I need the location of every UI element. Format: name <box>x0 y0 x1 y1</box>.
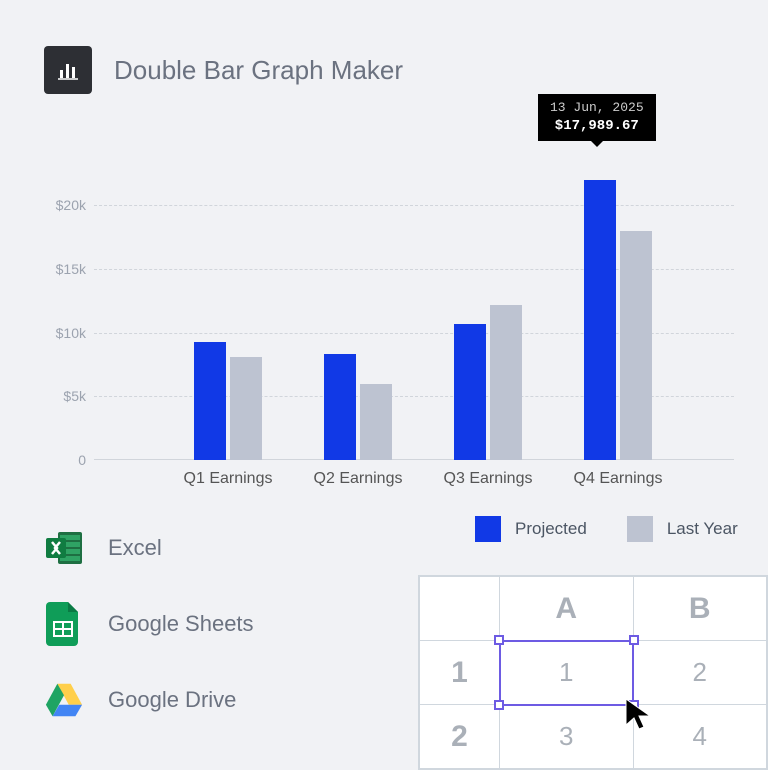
integrations-list: Excel Google Sheets Google Drive <box>44 528 254 720</box>
cell-b1[interactable]: 2 <box>633 641 767 705</box>
plot-area: 0$5k$10k$15k$20k Q1 EarningsQ2 EarningsQ… <box>94 180 734 460</box>
gsheets-icon <box>44 604 84 644</box>
integration-label: Google Sheets <box>108 611 254 637</box>
page-title: Double Bar Graph Maker <box>114 55 403 86</box>
legend-item-lastyear: Last Year <box>627 516 738 542</box>
legend-label: Last Year <box>667 519 738 539</box>
bar-lastyear[interactable] <box>620 231 652 460</box>
bar-lastyear[interactable] <box>360 384 392 460</box>
x-axis-label: Q4 Earnings <box>574 470 663 488</box>
legend-swatch <box>475 516 501 542</box>
bar-projected[interactable] <box>194 342 226 460</box>
bar-projected[interactable] <box>454 324 486 460</box>
legend-swatch <box>627 516 653 542</box>
bar-chart: 13 Jun, 2025 $17,989.67 0$5k$10k$15k$20k… <box>44 140 744 500</box>
chart-tooltip: 13 Jun, 2025 $17,989.67 <box>538 94 656 141</box>
integration-label: Excel <box>108 535 162 561</box>
y-axis-label: $15k <box>56 261 86 277</box>
bar-lastyear[interactable] <box>490 305 522 460</box>
app-logo-icon <box>44 46 92 94</box>
excel-icon <box>44 528 84 568</box>
chart-legend: Projected Last Year <box>475 516 738 542</box>
x-axis-label: Q3 Earnings <box>444 470 533 488</box>
tooltip-value: $17,989.67 <box>550 117 644 135</box>
tooltip-date: 13 Jun, 2025 <box>550 100 644 117</box>
legend-label: Projected <box>515 519 587 539</box>
cell-a1[interactable]: 1 <box>500 641 634 705</box>
y-axis-label: $10k <box>56 325 86 341</box>
spreadsheet-preview: A B 1 1 2 2 3 4 <box>418 575 768 770</box>
column-header[interactable]: A <box>500 577 634 641</box>
bar-group: Q1 Earnings <box>194 342 262 460</box>
bar-projected[interactable] <box>324 354 356 460</box>
gdrive-icon <box>44 680 84 720</box>
row-header[interactable]: 2 <box>420 705 500 769</box>
cursor-icon <box>624 697 654 731</box>
x-axis-label: Q2 Earnings <box>314 470 403 488</box>
bar-group: Q4 Earnings <box>584 180 652 460</box>
bar-projected[interactable] <box>584 180 616 460</box>
integration-label: Google Drive <box>108 687 236 713</box>
x-axis-label: Q1 Earnings <box>184 470 273 488</box>
bar-group: Q2 Earnings <box>324 354 392 460</box>
column-header[interactable]: B <box>633 577 767 641</box>
y-axis-label: 0 <box>78 452 86 468</box>
header: Double Bar Graph Maker <box>0 0 768 94</box>
corner-cell <box>420 577 500 641</box>
y-axis-label: $20k <box>56 197 86 213</box>
bar-group: Q3 Earnings <box>454 305 522 460</box>
y-axis-label: $5k <box>63 388 86 404</box>
cell-a2[interactable]: 3 <box>500 705 634 769</box>
integration-gsheets[interactable]: Google Sheets <box>44 604 254 644</box>
legend-item-projected: Projected <box>475 516 587 542</box>
integration-gdrive[interactable]: Google Drive <box>44 680 254 720</box>
row-header[interactable]: 1 <box>420 641 500 705</box>
integration-excel[interactable]: Excel <box>44 528 254 568</box>
bar-lastyear[interactable] <box>230 357 262 460</box>
